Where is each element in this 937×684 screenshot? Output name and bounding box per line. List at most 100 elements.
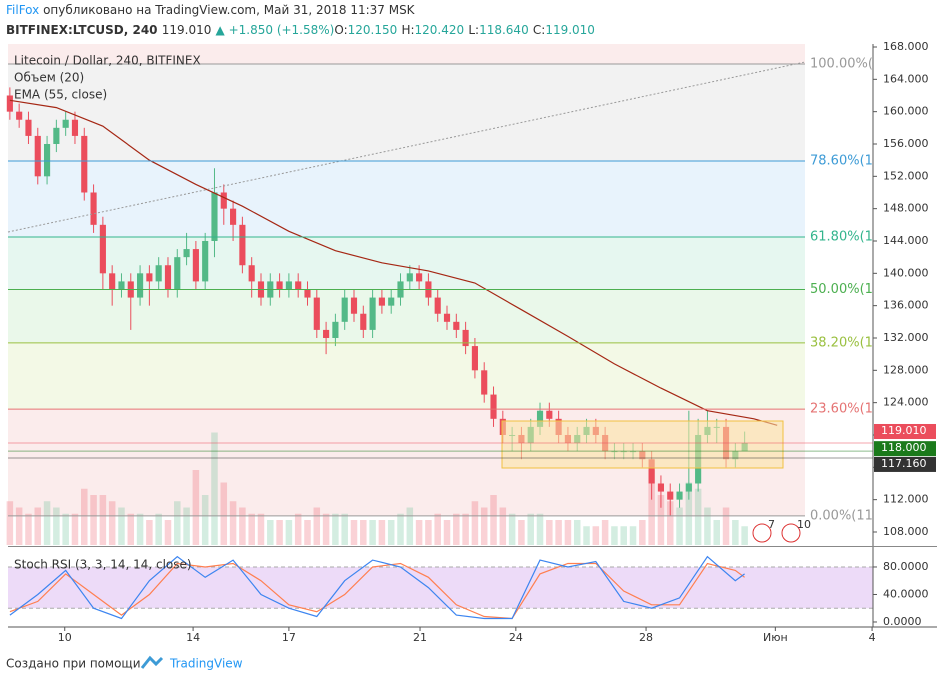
fib-label: 50.00%(13 — [810, 282, 881, 297]
volume-bar — [648, 470, 655, 545]
candle-body — [323, 329, 330, 338]
volume-bar — [53, 507, 60, 545]
volume-bar — [81, 488, 88, 545]
volume-bar — [564, 520, 572, 545]
change: ▲ +1.850 (+1.58%) — [216, 23, 335, 37]
volume-bar — [732, 520, 739, 545]
h-key: H: — [401, 23, 414, 37]
volume-bar — [369, 520, 376, 545]
overlay: 100.00%(1 78.60%(15 61.80%(14 50.00%(13 38.2… — [8, 40, 937, 644]
volume-bar — [415, 520, 423, 545]
volume-bar — [229, 501, 237, 545]
volume-bar — [704, 507, 711, 545]
volume-bar — [443, 520, 451, 545]
volume-bar — [248, 513, 255, 545]
candle-body — [183, 249, 190, 258]
volume-bar — [304, 520, 311, 545]
y-tick-label: 140.000 — [883, 266, 929, 279]
event-flag[interactable] — [752, 523, 772, 543]
candle-body — [378, 297, 385, 306]
volume-bar — [71, 513, 79, 545]
price-tag-label: 117.160 — [881, 457, 927, 470]
volume-bar — [471, 501, 479, 545]
y-tick-label: 164.000 — [883, 72, 929, 85]
volume-bar — [611, 526, 618, 545]
volume-bar — [285, 520, 293, 545]
price-tag-label: 119.010 — [881, 424, 927, 437]
volume-bar — [62, 513, 69, 545]
brand-logo — [140, 655, 164, 669]
volume-bar — [527, 513, 534, 545]
volume-bar — [490, 495, 497, 545]
volume-bar — [666, 501, 674, 545]
candle-body — [481, 370, 488, 395]
o-val: 120.150 — [348, 23, 398, 37]
stoch-tick-label: 0.0000 — [883, 615, 922, 628]
candle-body — [34, 135, 41, 177]
h-val: 120.420 — [415, 23, 465, 37]
candle-body — [164, 265, 172, 290]
candle-body — [313, 297, 320, 330]
stoch-band — [8, 566, 873, 609]
volume-bar — [480, 507, 488, 545]
volume-bar — [332, 513, 339, 545]
volume-bar — [164, 520, 172, 545]
stoch-tick-label: 40.0000 — [883, 587, 929, 600]
volume-bar — [499, 507, 507, 545]
fib-zone — [8, 515, 805, 545]
ema-line — [9, 99, 778, 426]
last: 119.010 — [162, 23, 212, 37]
x-tick-label: 17 — [282, 631, 296, 644]
o-key: O: — [334, 23, 347, 37]
price-tag-label: 118.000 — [881, 441, 927, 454]
price-tag — [874, 423, 936, 439]
event-flag[interactable] — [781, 523, 801, 543]
candle-body — [369, 297, 376, 330]
event-count: 10 — [797, 518, 811, 531]
stoch-title: Stoch RSI (3, 3, 14, 14, close) — [14, 558, 192, 572]
candle-body — [192, 249, 199, 282]
c-val: 119.010 — [545, 23, 595, 37]
volume-bar — [220, 482, 228, 545]
symbol-line: BITFINEX:LTCUSD, 240 119.010 ▲ +1.850 (+… — [6, 23, 595, 37]
volume-bar — [592, 526, 600, 545]
fib-zone — [8, 289, 805, 343]
footer-brand[interactable]: TradingView — [169, 657, 243, 671]
candle-body — [471, 346, 478, 371]
volume-bar — [239, 507, 246, 545]
volume-bar — [90, 495, 97, 545]
volume-bar — [397, 513, 404, 545]
candle-body — [657, 483, 665, 492]
candle-body — [90, 192, 97, 225]
volume-bar — [536, 513, 544, 545]
volume-bar — [387, 520, 395, 545]
fib-label: 38.20%(13 — [810, 335, 881, 350]
candle-body — [99, 224, 106, 274]
candle-body — [676, 491, 683, 500]
candle-body — [462, 329, 469, 347]
x-tick-label: Июн — [763, 631, 788, 644]
volume-bar — [601, 520, 609, 545]
fib-zone — [8, 63, 805, 161]
price-axis — [873, 44, 937, 627]
l-val: 118.640 — [479, 23, 529, 37]
volume-bar — [15, 507, 23, 545]
candle-body — [434, 297, 441, 314]
candle-body — [332, 321, 339, 338]
fib-zone — [8, 160, 805, 237]
volume-bar — [434, 513, 441, 545]
candle-body — [443, 313, 451, 322]
y-tick-label: 136.000 — [883, 299, 929, 312]
fib-zone-top — [8, 44, 805, 64]
event-count: 7 — [768, 518, 775, 531]
volume-bar — [694, 488, 702, 545]
volume-bar — [99, 495, 107, 545]
candle-body — [685, 483, 692, 492]
range-box — [501, 420, 784, 469]
volume-bar — [43, 501, 51, 545]
volume-bar — [118, 507, 125, 545]
candle-body — [341, 297, 348, 322]
x-tick-label: 4 — [869, 631, 876, 644]
stoch-k — [9, 555, 745, 620]
